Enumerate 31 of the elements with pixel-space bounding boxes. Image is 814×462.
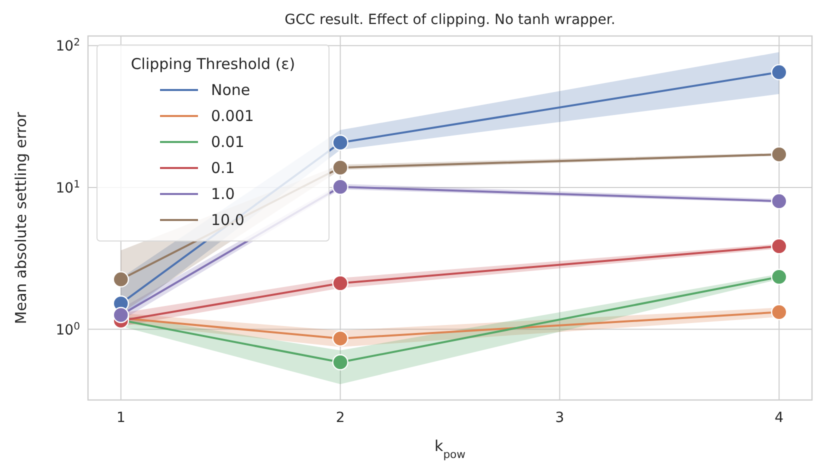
- point: [332, 178, 348, 195]
- x-tick-label: 2: [336, 410, 345, 426]
- point: [770, 238, 788, 254]
- y-tick-label: 10$^{2}$: [56, 37, 80, 55]
- point: [332, 160, 348, 176]
- x-tick-label: 1: [116, 410, 126, 426]
- x-tick-label: 3: [555, 410, 564, 426]
- point: [112, 271, 130, 288]
- x-tick-label: 4: [774, 410, 784, 426]
- point: [770, 304, 788, 320]
- point: [332, 354, 348, 370]
- point: [332, 275, 348, 292]
- legend-label: 0.001: [211, 107, 254, 125]
- point: [770, 64, 788, 80]
- legend-label: 1.0: [211, 185, 235, 203]
- legend-label: None: [211, 81, 250, 99]
- point: [332, 330, 348, 347]
- legend-label: 0.1: [211, 159, 235, 177]
- point: [112, 306, 130, 324]
- x-axis-title: k$_{pow}$: [434, 437, 466, 460]
- chart-title: GCC result. Effect of clipping. No tanh wrapper.: [284, 12, 616, 28]
- point: [332, 134, 348, 151]
- point: [770, 193, 788, 210]
- y-tick-label: 10$^{0}$: [56, 320, 80, 338]
- y-axis-title: Mean absolute settling error: [12, 111, 30, 324]
- point: [770, 268, 788, 285]
- point: [770, 146, 788, 163]
- y-tick-label: 10$^{1}$: [56, 178, 80, 196]
- legend-label: 0.01: [211, 133, 244, 151]
- legend-title: Clipping Threshold (ε): [130, 55, 296, 73]
- legend-label: 10.0: [211, 211, 244, 229]
